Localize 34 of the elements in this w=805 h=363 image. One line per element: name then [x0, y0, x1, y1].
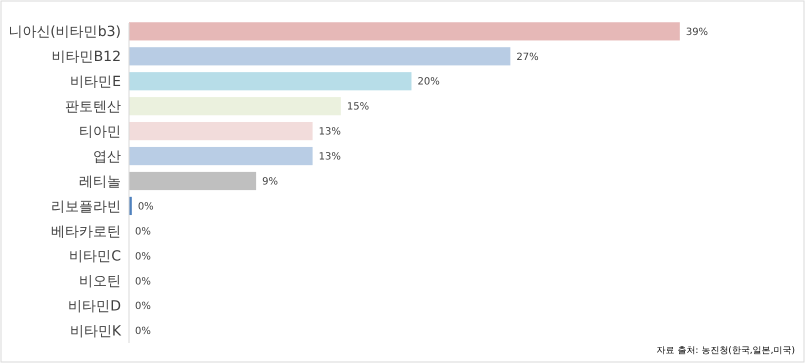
y-tick-label: 티아민 [79, 124, 121, 140]
bar [129, 97, 341, 116]
y-tick-label: 리보플라빈 [51, 198, 121, 215]
data-label: 27% [516, 52, 539, 63]
data-label: 0% [138, 201, 154, 212]
y-tick-label: 비타민K [70, 324, 122, 340]
bar [129, 122, 313, 140]
y-tick-label: 비오틴 [79, 274, 121, 290]
y-tick-label: 비타민E [70, 74, 121, 90]
y-tick-label: 니아신(비타민b3) [8, 24, 121, 40]
y-tick-label: 베타카로틴 [51, 224, 121, 240]
bar [129, 47, 510, 66]
bar [129, 146, 313, 166]
bar [129, 72, 412, 90]
y-tick-label: 비타민D [68, 298, 121, 315]
data-label: 0% [135, 226, 151, 238]
y-tick-label: 레티놀 [79, 174, 121, 190]
y-tick-label: 판토텐산 [65, 99, 121, 116]
data-label: 13% [318, 126, 341, 138]
data-label: 0% [135, 276, 151, 288]
data-label: 20% [417, 76, 440, 88]
data-label: 39% [686, 26, 708, 38]
data-label: 9% [262, 176, 278, 188]
bar [129, 22, 680, 40]
y-tick-label: 비타민B12 [52, 49, 121, 66]
bar [129, 172, 256, 190]
y-tick-label: 비타민C [69, 248, 122, 265]
data-label: 0% [135, 251, 151, 262]
data-label: 13% [318, 152, 341, 163]
text: 자료 출처: 농진청(한국,일본,미국) [656, 346, 795, 356]
data-label: 15% [346, 102, 370, 113]
y-tick-label: 엽산 [93, 148, 121, 165]
data-label: 0% [135, 326, 151, 338]
data-label: 0% [135, 301, 151, 312]
